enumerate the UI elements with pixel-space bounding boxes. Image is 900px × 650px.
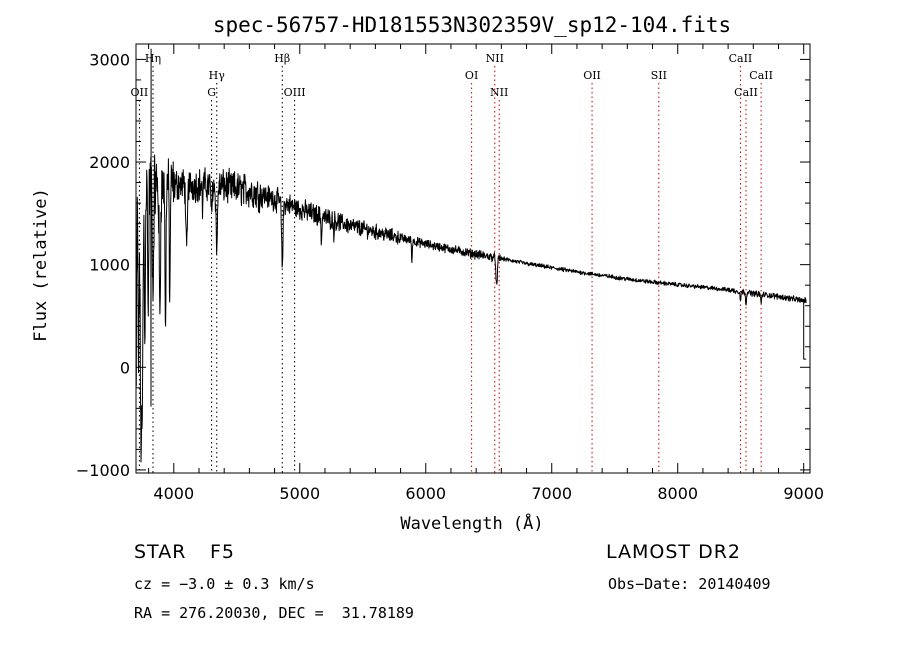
line-label: CaII — [734, 86, 758, 99]
y-tick-label: 0 — [120, 358, 130, 377]
y-axis-label: Flux (relative) — [31, 188, 51, 342]
line-labels: Hη OII Hγ G Hβ OIII OI NII NII OII SII CaII CaII CaII — [131, 52, 773, 99]
x-axis-label: Wavelength (Å) — [400, 512, 543, 534]
line-label: Hβ — [274, 52, 290, 65]
line-markers — [138, 66, 762, 473]
line-label: CaII — [729, 52, 753, 65]
line-label: Hη — [145, 52, 161, 65]
object-subclass: F5 — [210, 541, 236, 563]
line-label: OII — [583, 69, 601, 82]
chart-title: spec-56757-HD181553N302359V_sp12-104.fit… — [213, 13, 731, 37]
y-tick-label: 1000 — [89, 256, 130, 275]
object-class: STAR — [134, 541, 187, 563]
x-tick-label: 8000 — [657, 484, 698, 503]
plot-axes — [135, 43, 811, 474]
line-label: OI — [465, 69, 478, 82]
line-label: NII — [490, 86, 508, 99]
spectrum-line — [135, 48, 807, 463]
coordinates: RA = 276.20030, DEC = 31.78189 — [134, 604, 414, 622]
line-label: CaII — [749, 69, 773, 82]
survey-name: LAMOST DR2 — [606, 541, 741, 563]
line-label: SII — [651, 69, 667, 82]
plot-frame — [135, 43, 811, 474]
y-tick-label: 2000 — [89, 153, 130, 172]
line-label: Hγ — [209, 69, 226, 82]
redshift-cz: cz = −3.0 ± 0.3 km/s — [134, 575, 315, 593]
observation-date: Obs−Date: 20140409 — [608, 575, 771, 593]
line-label: OIII — [284, 86, 306, 99]
line-label: NII — [486, 52, 504, 65]
x-tick-label: 6000 — [405, 484, 446, 503]
x-tick-label: 9000 — [783, 484, 824, 503]
x-tick-label: 4000 — [153, 484, 194, 503]
y-tick-label: 3000 — [89, 50, 130, 69]
x-tick-label: 7000 — [531, 484, 572, 503]
tick-labels: 4000 5000 6000 7000 8000 9000 −1000 0 1000 2000 30… — [76, 50, 824, 503]
y-tick-label: −1000 — [76, 461, 130, 480]
line-label: OII — [131, 86, 149, 99]
x-tick-label: 5000 — [279, 484, 320, 503]
line-label: G — [207, 86, 216, 99]
